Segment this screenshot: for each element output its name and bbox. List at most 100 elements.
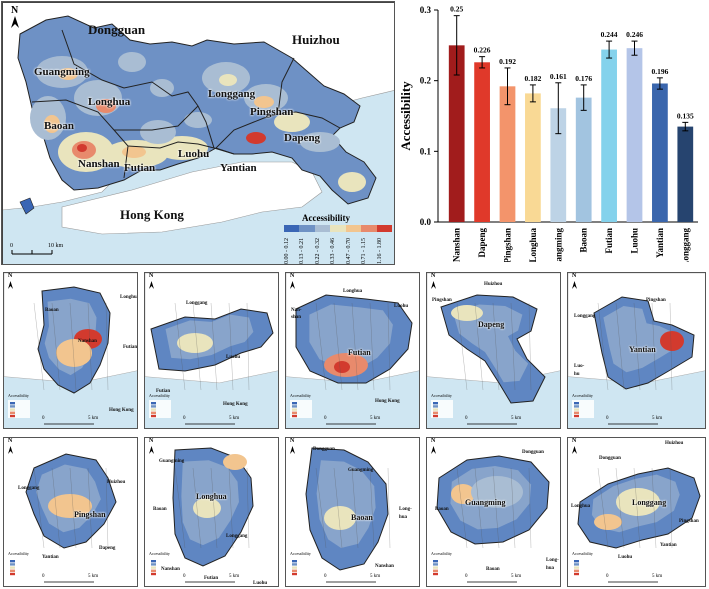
scale-zero: 0	[465, 416, 468, 421]
district-map-label: Longhua	[120, 295, 138, 300]
mini-legend-swatch	[292, 572, 297, 576]
mini-legend-swatch	[292, 566, 297, 569]
region-label: Pingshan	[250, 106, 294, 118]
district-map-label: Luohu	[394, 304, 409, 309]
bar	[677, 126, 694, 222]
district-map-label: Longgang	[574, 314, 596, 319]
district-map-label: Nanshan	[161, 567, 180, 572]
district-map-svg	[290, 446, 391, 583]
scale-end: 5 km	[229, 574, 240, 579]
data-label: 0.226	[474, 46, 491, 55]
region-label: Guangming	[34, 66, 90, 78]
bar	[626, 48, 643, 222]
road-line	[246, 467, 250, 549]
district-map-label: hu	[574, 372, 580, 377]
mini-legend-swatch	[292, 569, 297, 572]
main-accessibility-map: N Dongguan Huizhou Guangming Longhua Bao…	[1, 1, 395, 265]
region-label: Dongguan	[88, 22, 146, 37]
category-label: Guangming	[553, 228, 563, 262]
road-line	[105, 302, 109, 391]
district-map-svg	[568, 273, 705, 425]
road-line	[333, 302, 343, 391]
y-tick-label: 0.0	[420, 217, 432, 227]
mini-legend-title: Accessibility	[149, 551, 170, 556]
district-map-label: shan	[291, 315, 302, 320]
road-line	[87, 302, 93, 391]
district-map-label: Guangming	[465, 498, 506, 507]
mini-legend-swatch	[574, 402, 579, 405]
district-inner-zone	[309, 304, 393, 368]
district-map-label: Dapeng	[99, 546, 116, 551]
accessibility-bar-chart: 0.0 0.1 0.2 0.3 Accessibility 0.25 Nanshan 0.22…	[396, 0, 709, 274]
district-map-svg	[572, 446, 701, 583]
north-label: N	[431, 273, 436, 279]
legend-item: 0.47 - 0.70	[346, 238, 352, 264]
district-map-label: Longgang	[186, 301, 208, 306]
north-label: N	[431, 438, 436, 444]
mini-legend-swatch	[151, 408, 156, 411]
district-map-baoan: N 0 5 km Accessibility Dongguan Guangming Baoa…	[285, 437, 420, 587]
north-arrow-icon	[8, 446, 13, 454]
district-map-futian: N 0 5 km Accessibility Longhua Luohu Nan-shan F…	[285, 272, 420, 429]
mini-legend-swatch	[574, 569, 579, 572]
bar	[448, 45, 465, 223]
district-map-nanshan: N 0 5 km Accessibility Baoan Longhua Nanshan Fu…	[3, 272, 138, 429]
mini-legend-swatch	[574, 411, 579, 414]
legend-swatch	[299, 225, 315, 232]
road-line	[105, 467, 109, 549]
mini-legend-swatch	[574, 560, 579, 563]
road-line	[456, 467, 468, 549]
district-map-label: Huizhou	[107, 480, 126, 485]
district-map-label: Nanshan	[375, 564, 394, 569]
district-map-label: Hong Kong	[375, 399, 400, 404]
mini-legend-swatch	[151, 563, 156, 566]
district-map-longgang: N 0 5 km Accessibility Huizhou Dongguan Longhu…	[567, 437, 706, 587]
road-line	[528, 302, 532, 391]
road-line	[510, 467, 516, 549]
district-map-label: Dongguan	[313, 447, 335, 452]
hotspot	[193, 498, 221, 518]
road-line	[456, 302, 468, 391]
mini-legend-title: Accessibility	[8, 551, 29, 556]
road-line	[474, 467, 484, 549]
data-label: 0.244	[601, 30, 618, 39]
hotspot	[334, 361, 350, 373]
district-map-label: Pingshan	[74, 510, 106, 519]
legend-item: 0.33 - 0.46	[330, 238, 336, 264]
hotspot	[451, 484, 475, 504]
road-line	[228, 467, 234, 549]
district-map-label: Guangming	[159, 459, 185, 464]
north-label: N	[290, 273, 295, 279]
mini-legend-swatch	[151, 572, 156, 576]
category-label: Nanshan	[452, 228, 462, 262]
scale-start: 0	[10, 243, 13, 249]
road-line	[651, 302, 657, 391]
mini-legend-swatch	[433, 408, 438, 411]
legend-item: 0.13 - 0.21	[299, 238, 305, 264]
district-map-label: Baoan	[486, 567, 500, 572]
north-arrow-icon	[290, 281, 295, 289]
district-map-svg	[145, 273, 278, 425]
road-line	[69, 302, 77, 391]
scale-zero: 0	[183, 574, 186, 579]
data-label: 0.25	[450, 5, 463, 14]
road-line	[597, 467, 609, 549]
district-map-label: Huizhou	[484, 282, 503, 287]
mini-legend-swatch	[10, 408, 15, 411]
data-label: 0.246	[626, 30, 643, 39]
mini-legend-swatch	[292, 560, 297, 563]
road-line	[474, 302, 484, 391]
mini-legend-swatch	[574, 572, 579, 576]
district-map-label: Yantian	[42, 555, 59, 560]
district-map-label: Pingshan	[646, 298, 666, 303]
hotspot	[660, 331, 684, 351]
mini-legend-title: Accessibility	[8, 393, 29, 398]
north-arrow-icon	[149, 446, 154, 454]
mini-legend-swatch	[10, 402, 15, 405]
bar-chart-svg: 0.0 0.1 0.2 0.3 Accessibility 0.25 Nanshan 0.22…	[398, 5, 698, 274]
data-label: 0.135	[677, 111, 694, 120]
mini-legend-swatch	[574, 414, 579, 418]
road-line	[615, 467, 625, 549]
category-label: Longgang	[680, 228, 690, 262]
road-line	[351, 302, 359, 391]
